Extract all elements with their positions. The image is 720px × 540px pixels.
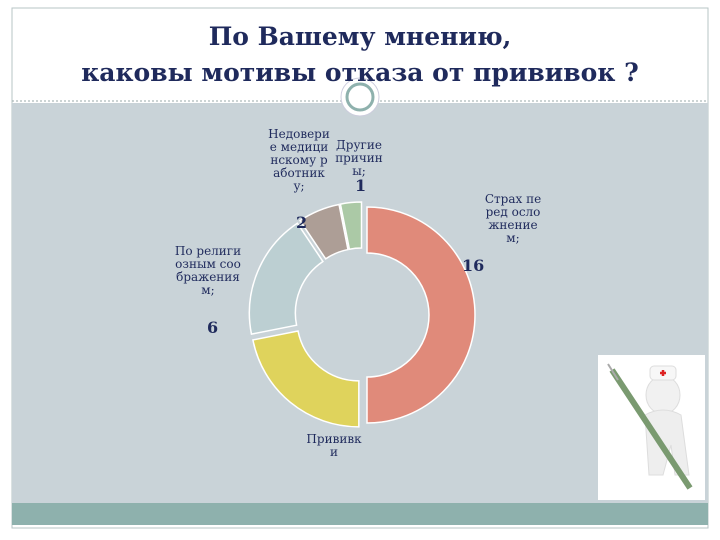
- donut-segment: [366, 206, 476, 424]
- value-label: 1: [355, 176, 367, 195]
- chart-title: каковы мотивы отказа от прививок ?: [81, 58, 639, 87]
- content-bg: [12, 103, 708, 503]
- category-label: Страх перед осложнением;: [484, 192, 542, 245]
- donut: [248, 201, 476, 428]
- footer-band: [12, 503, 708, 525]
- category-label: Недоверие медицинскому работнику;: [268, 127, 330, 193]
- category-label: Прививки: [306, 432, 362, 459]
- category-label: По религиозным соображениям;: [174, 244, 242, 297]
- donut-segment: [248, 222, 324, 336]
- ornament: [345, 82, 375, 112]
- value-label: 16: [462, 256, 485, 275]
- donut-segment: [339, 201, 363, 251]
- nurse-image: [598, 355, 705, 500]
- donut-segment: [299, 203, 349, 260]
- value-label: 6: [207, 318, 219, 337]
- value-label: 2: [296, 213, 308, 232]
- chart-title: По Вашему мнению,: [208, 22, 512, 51]
- donut-segment: [252, 330, 360, 428]
- category-label: Другие причины;: [335, 138, 383, 178]
